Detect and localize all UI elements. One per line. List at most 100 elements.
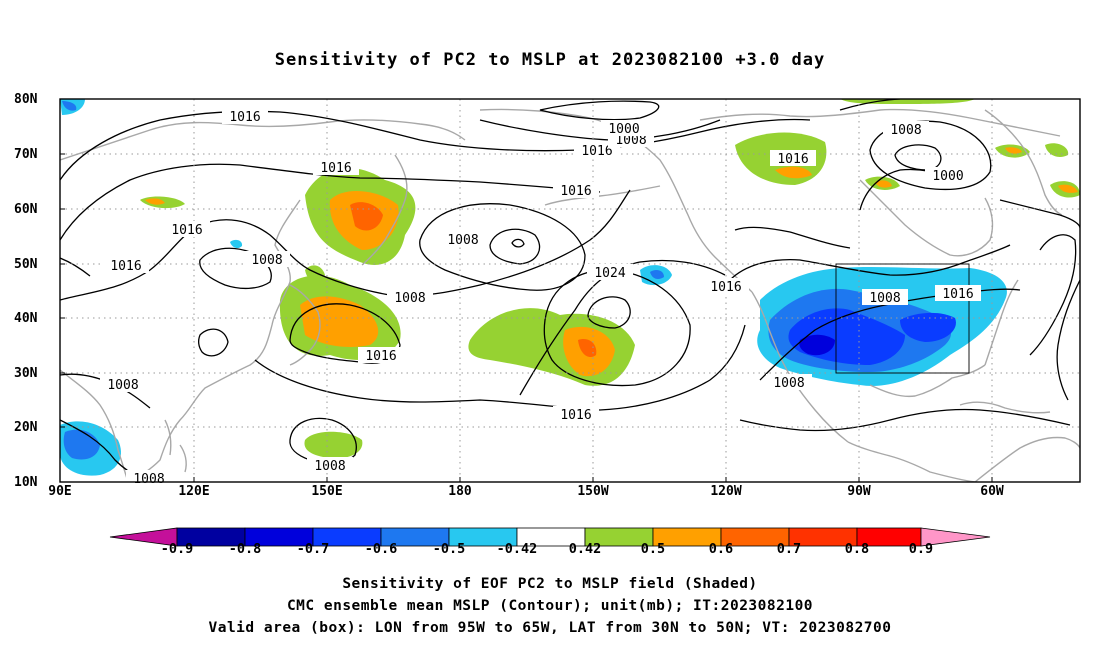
shade-positive-green bbox=[304, 431, 363, 459]
contour-1008 bbox=[289, 417, 357, 464]
svg-text:1008: 1008 bbox=[133, 472, 164, 487]
contour-1008 bbox=[489, 228, 541, 265]
colorbar-label: -0.7 bbox=[296, 541, 330, 557]
colorbar bbox=[109, 527, 991, 547]
lat-label: 50N bbox=[14, 257, 38, 272]
coastline-philippines bbox=[164, 419, 187, 473]
shade-negative-blue bbox=[650, 269, 664, 280]
svg-text:1008: 1008 bbox=[447, 233, 478, 248]
shade-positive-green bbox=[1045, 143, 1069, 157]
contour-label: 1008 bbox=[883, 121, 929, 138]
contour-1016 bbox=[1029, 234, 1077, 356]
contour-1000 bbox=[539, 100, 660, 121]
svg-text:1016: 1016 bbox=[171, 223, 202, 238]
colorbar-label: -0.8 bbox=[228, 541, 262, 557]
colorbar-label: -0.9 bbox=[160, 541, 194, 557]
caption-line: Valid area (box): LON from 95W to 65W, L… bbox=[208, 620, 892, 636]
shade-positive-orange bbox=[145, 198, 165, 205]
lat-label: 40N bbox=[14, 311, 38, 326]
contour-label: 1000 bbox=[925, 167, 971, 184]
contour-1016 bbox=[1056, 279, 1080, 401]
caption-line: Sensitivity of EOF PC2 to MSLP field (Sh… bbox=[342, 576, 758, 592]
svg-text:1016: 1016 bbox=[777, 152, 808, 167]
contour-label: 1016 bbox=[358, 347, 404, 364]
svg-text:1016: 1016 bbox=[365, 349, 396, 364]
contour-label: 1008 bbox=[307, 457, 353, 474]
coastline-greenland bbox=[984, 109, 1063, 216]
svg-text:1016: 1016 bbox=[710, 280, 741, 295]
contour-label: 1008 bbox=[766, 374, 812, 391]
contour-labels: 1016 1016 1016 1016 1016 1016 1016 1016 … bbox=[100, 108, 981, 487]
lat-label: 80N bbox=[14, 92, 38, 107]
contour-1008 bbox=[479, 119, 721, 141]
contour-label: 1016 bbox=[553, 182, 599, 199]
svg-text:1008: 1008 bbox=[314, 459, 345, 474]
mslp-contours bbox=[60, 99, 1080, 482]
lon-label: 60W bbox=[980, 484, 1004, 499]
contour-label: 1008 bbox=[862, 289, 908, 306]
coastline-alaska bbox=[479, 108, 753, 293]
caption-line: CMC ensemble mean MSLP (Contour); unit(m… bbox=[286, 598, 814, 614]
map-title: Sensitivity of PC2 to MSLP at 2023082100… bbox=[274, 50, 826, 70]
contour-label: 1008 bbox=[100, 376, 146, 393]
caption-block: Sensitivity of EOF PC2 to MSLP field (Sh… bbox=[0, 573, 1100, 639]
coastline-caribbean bbox=[959, 401, 1051, 414]
axis-ticks bbox=[59, 153, 993, 482]
valid-area-box bbox=[835, 263, 970, 374]
lat-label: 60N bbox=[14, 202, 38, 217]
contour-1016 bbox=[999, 199, 1080, 229]
contour-label: 1008 bbox=[244, 251, 290, 268]
coastline-eastcoast bbox=[984, 279, 1019, 366]
lon-label: 90E bbox=[48, 484, 72, 499]
contour-1008 bbox=[198, 328, 229, 357]
coastline-asia bbox=[60, 119, 466, 161]
contour-label: 1016 bbox=[553, 406, 599, 423]
svg-text:1016: 1016 bbox=[320, 161, 351, 176]
contour-label: 1024 bbox=[587, 264, 633, 281]
colorbar-label: 0.9 bbox=[908, 541, 934, 557]
contour-1016 bbox=[254, 324, 746, 411]
colorbar-label: 0.42 bbox=[568, 541, 602, 557]
contour-1008 bbox=[419, 203, 586, 291]
svg-text:1008: 1008 bbox=[251, 253, 282, 268]
svg-text:1008: 1008 bbox=[107, 378, 138, 393]
coastline-gulf bbox=[869, 364, 986, 398]
lon-label: 180 bbox=[448, 484, 472, 499]
svg-text:1016: 1016 bbox=[560, 184, 591, 199]
contour-1016 bbox=[739, 408, 1071, 432]
colorbar-label: 0.5 bbox=[640, 541, 666, 557]
contour-label: 1008 bbox=[387, 289, 433, 306]
plot-frame bbox=[59, 98, 1081, 483]
contour-label: 1016 bbox=[703, 278, 749, 295]
svg-text:1008: 1008 bbox=[615, 133, 646, 148]
svg-text:1016: 1016 bbox=[581, 144, 612, 159]
shade-positive-green bbox=[840, 99, 975, 104]
svg-text:1008: 1008 bbox=[869, 291, 900, 306]
colorbar-label: 0.6 bbox=[708, 541, 734, 557]
contour-label: 1016 bbox=[313, 159, 359, 176]
svg-text:1008: 1008 bbox=[773, 376, 804, 391]
colorbar-label: -0.5 bbox=[432, 541, 466, 557]
lon-label: 120W bbox=[710, 484, 742, 499]
coastline-kamchatka bbox=[361, 154, 408, 266]
contour-1016 bbox=[60, 257, 91, 277]
contour-label: 1016 bbox=[164, 221, 210, 238]
coastline-asia-east bbox=[129, 199, 301, 482]
lat-label: 70N bbox=[14, 147, 38, 162]
contour-label: 1008 bbox=[126, 470, 172, 487]
lon-label: 90W bbox=[847, 484, 871, 499]
lat-label: 20N bbox=[14, 420, 38, 435]
contour-label: 1016 bbox=[103, 257, 149, 274]
lat-label: 10N bbox=[14, 475, 38, 490]
contour-1016 bbox=[729, 244, 1011, 281]
contour-1016 bbox=[519, 259, 726, 396]
contour-1016 bbox=[60, 189, 631, 301]
coastline-hudson bbox=[859, 179, 994, 257]
colorbar-overflow bbox=[920, 527, 991, 547]
coastline-japan bbox=[289, 284, 321, 366]
contour-1008 bbox=[199, 247, 272, 290]
shade-positive-orange bbox=[775, 166, 812, 179]
lon-label: 120E bbox=[178, 484, 210, 499]
shade-positive-orange bbox=[875, 180, 892, 188]
